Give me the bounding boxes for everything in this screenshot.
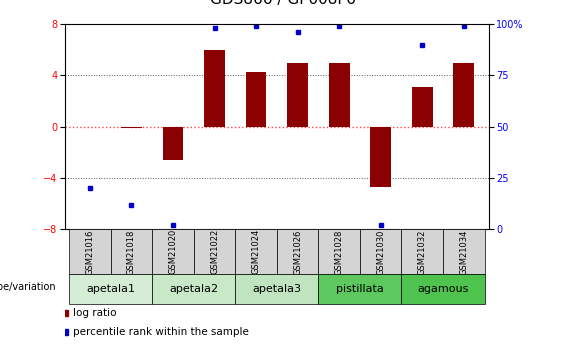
Text: pistillata: pistillata bbox=[336, 284, 384, 294]
Bar bbox=[194, 229, 235, 274]
Bar bbox=[69, 229, 111, 274]
Bar bbox=[329, 63, 350, 127]
Text: GSM21026: GSM21026 bbox=[293, 229, 302, 275]
Bar bbox=[370, 127, 391, 187]
Bar bbox=[402, 229, 443, 274]
Bar bbox=[235, 274, 319, 304]
Text: GSM21034: GSM21034 bbox=[459, 229, 468, 275]
Bar bbox=[204, 50, 225, 127]
Text: genotype/variation: genotype/variation bbox=[0, 282, 56, 292]
Bar bbox=[246, 72, 267, 127]
Bar bbox=[319, 274, 402, 304]
Text: log ratio: log ratio bbox=[73, 308, 117, 318]
Bar bbox=[152, 274, 235, 304]
Bar bbox=[360, 229, 402, 274]
Text: apetala1: apetala1 bbox=[86, 284, 135, 294]
Text: apetala3: apetala3 bbox=[253, 284, 301, 294]
Bar bbox=[121, 127, 142, 128]
Bar bbox=[235, 229, 277, 274]
Bar bbox=[152, 229, 194, 274]
Text: GSM21024: GSM21024 bbox=[251, 229, 260, 275]
Text: GSM21016: GSM21016 bbox=[85, 229, 94, 275]
Bar bbox=[412, 87, 433, 127]
Text: agamous: agamous bbox=[418, 284, 469, 294]
Bar bbox=[163, 127, 184, 160]
Bar bbox=[453, 63, 474, 127]
Bar bbox=[402, 274, 485, 304]
Text: percentile rank within the sample: percentile rank within the sample bbox=[73, 327, 249, 337]
Text: GSM21032: GSM21032 bbox=[418, 229, 427, 275]
Text: apetala2: apetala2 bbox=[169, 284, 218, 294]
Text: GSM21028: GSM21028 bbox=[334, 229, 344, 275]
Bar bbox=[443, 229, 485, 274]
Text: GDS866 / GP008F6: GDS866 / GP008F6 bbox=[210, 0, 355, 7]
Bar bbox=[111, 229, 152, 274]
Text: GSM21030: GSM21030 bbox=[376, 229, 385, 275]
Bar bbox=[287, 63, 308, 127]
Bar bbox=[319, 229, 360, 274]
Text: GSM21020: GSM21020 bbox=[168, 229, 177, 275]
Text: GSM21018: GSM21018 bbox=[127, 229, 136, 275]
Bar bbox=[69, 274, 152, 304]
Text: GSM21022: GSM21022 bbox=[210, 229, 219, 275]
Bar bbox=[277, 229, 319, 274]
